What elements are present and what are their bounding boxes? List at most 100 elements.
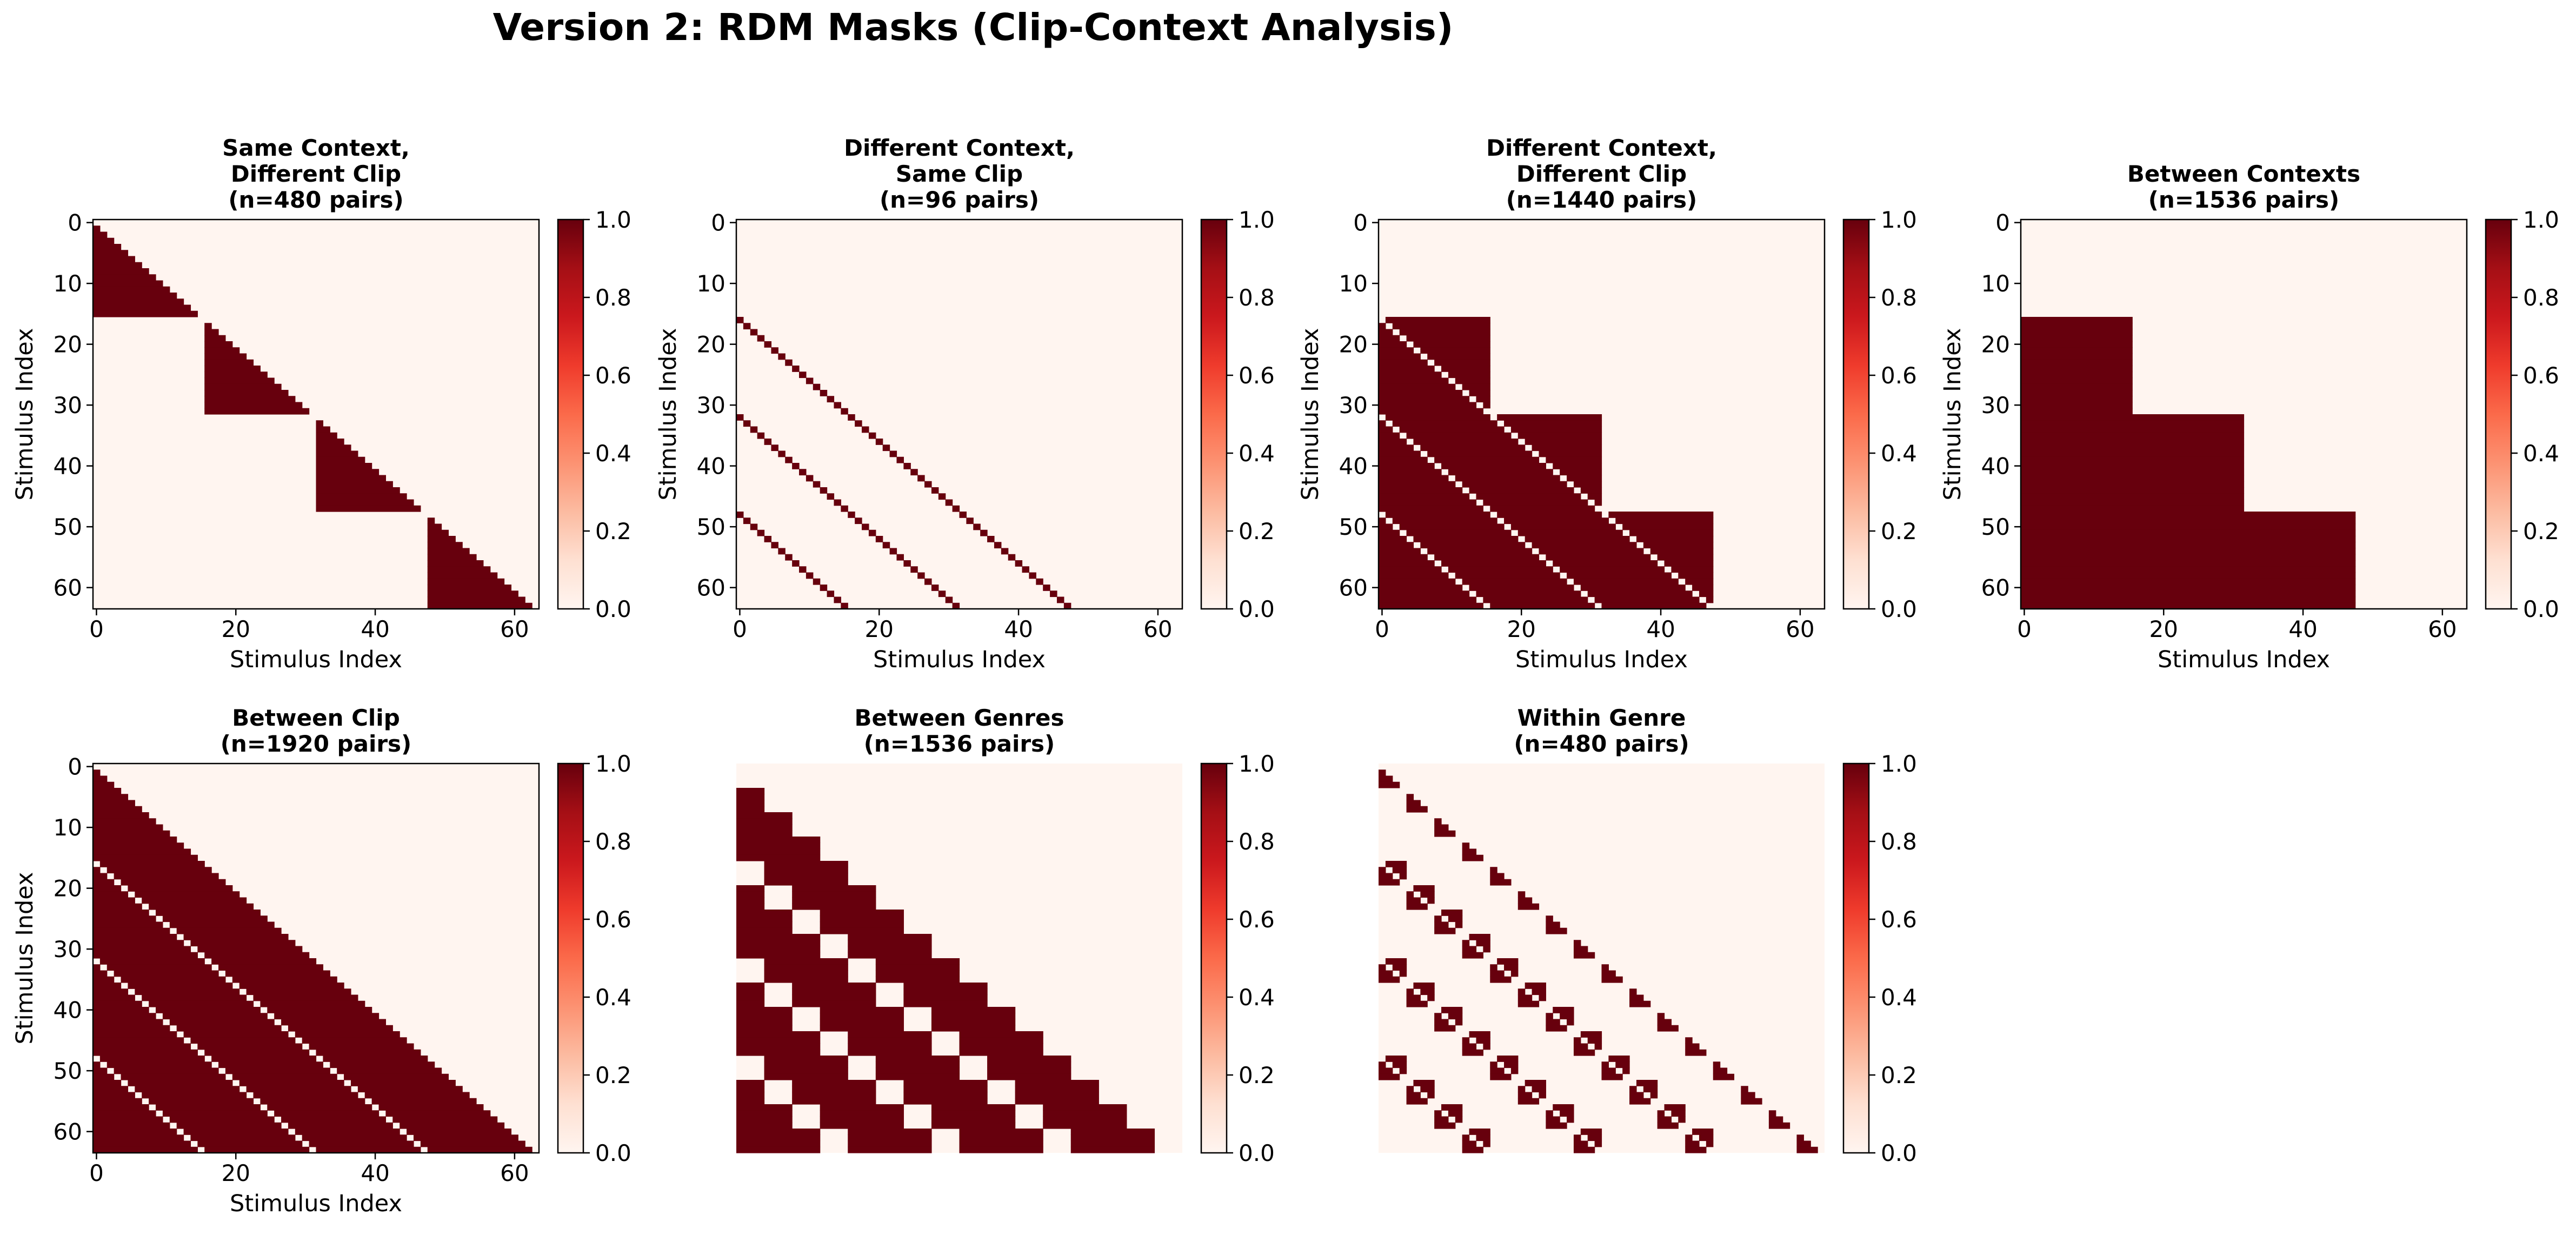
heatmap-cell [1546, 1019, 1560, 1026]
heatmap-cell [931, 1019, 1016, 1026]
y-tick-label: 0 [68, 754, 82, 780]
heatmap-cell [1050, 590, 1057, 598]
colorbar-tick-label: 1.0 [595, 751, 631, 777]
heatmap-cell [400, 1122, 505, 1129]
heatmap-cell [2021, 481, 2245, 488]
heatmap-cell [764, 958, 848, 965]
heatmap-cell [183, 1129, 289, 1135]
heatmap-cell [736, 1134, 821, 1142]
heatmap-cell [1553, 560, 1658, 567]
heatmap-cell [1420, 1086, 1435, 1093]
heatmap-cell [99, 1056, 205, 1062]
heatmap-cell [1490, 505, 1595, 512]
heatmap-cell [1713, 1067, 1728, 1074]
colorbar-tick-label: 0.4 [2523, 440, 2559, 467]
heatmap-cell [2021, 414, 2245, 421]
heatmap-cell [1560, 1013, 1574, 1020]
x-tick-label: 20 [865, 616, 894, 642]
heatmap-cell [1504, 1061, 1519, 1069]
heatmap-cell [1532, 988, 1546, 996]
heatmap-cell [841, 602, 848, 609]
heatmap-cell [1399, 329, 1490, 336]
heatmap-cell [1015, 560, 1023, 567]
heatmap-cell [1441, 1007, 1463, 1013]
heatmap-cell [1768, 1110, 1776, 1117]
heatmap-cell [1497, 958, 1519, 965]
heatmap-cell [938, 493, 946, 500]
heatmap-cell [1015, 1092, 1099, 1099]
heatmap-cell [128, 983, 233, 989]
heatmap-background [93, 220, 539, 609]
heatmap-cell [162, 1013, 268, 1020]
heatmap-cell [792, 463, 800, 469]
heatmap-cell [1379, 560, 1435, 567]
heatmap-cell [2021, 390, 2133, 396]
x-tick-label: 40 [361, 1160, 389, 1186]
heatmap-cell [204, 323, 212, 330]
heatmap-cell [1385, 414, 1490, 421]
heatmap-cell [736, 1025, 793, 1032]
heatmap-cell [875, 970, 960, 977]
heatmap-cell [93, 1086, 129, 1093]
heatmap-cell [93, 231, 108, 238]
heatmap-cell [827, 396, 835, 403]
heatmap-cell [1741, 1086, 1748, 1093]
heatmap-cell [1706, 1140, 1714, 1147]
heatmap-cell [1406, 432, 1512, 439]
heatmap-cell [1664, 1104, 1686, 1111]
heatmap-cell [93, 854, 198, 861]
heatmap-cell [848, 1129, 932, 1135]
heatmap-cell [1517, 529, 1623, 536]
heatmap-cell [1490, 867, 1497, 874]
y-tick-label: 0 [1353, 210, 1368, 236]
y-axis-label: Stimulus Index [11, 328, 38, 501]
heatmap-cell [93, 837, 177, 843]
heatmap-cell [1699, 590, 1714, 598]
heatmap-cell [1796, 1146, 1818, 1153]
heatmap-cell [1560, 1110, 1574, 1117]
heatmap-cell [1379, 578, 1456, 585]
heatmap-cell [93, 1025, 170, 1032]
heatmap-cell [316, 456, 365, 463]
colorbar-tick-label: 0.8 [1239, 284, 1275, 311]
heatmap-cell [848, 1037, 932, 1044]
heatmap-cell [1379, 554, 1428, 561]
heatmap-cell [1469, 390, 1490, 396]
heatmap-cell [1399, 523, 1505, 530]
heatmap-cell [736, 1037, 821, 1044]
heatmap-cell [1379, 341, 1407, 348]
x-tick-label: 60 [500, 1160, 529, 1186]
heatmap-cell [1379, 444, 1414, 452]
heatmap-cell [316, 493, 407, 500]
heatmap-cell [1462, 946, 1477, 953]
colorbar-tick-label: 0.6 [2523, 362, 2559, 389]
heatmap-cell [736, 317, 744, 323]
heatmap-cell [1379, 1073, 1400, 1080]
y-axis-label: Stimulus Index [1939, 328, 1966, 501]
heatmap-cell [917, 475, 925, 482]
heatmap-cell [93, 1000, 142, 1007]
heatmap-cell [204, 366, 261, 372]
heatmap-cell [1406, 994, 1421, 1001]
heatmap-cell [1539, 548, 1644, 555]
heatmap-cell [931, 1116, 1016, 1123]
heatmap-cell [288, 1122, 393, 1129]
heatmap-cell [952, 505, 960, 512]
heatmap-cell [93, 310, 198, 317]
heatmap-cell [1657, 1122, 1679, 1129]
heatmap-cell [1483, 1043, 1490, 1050]
heatmap-cell [1532, 1086, 1546, 1093]
heatmap-cell [813, 383, 821, 390]
heatmap-cell [848, 1134, 932, 1142]
heatmap-cell [2021, 377, 2133, 384]
y-tick-label: 10 [1339, 270, 1368, 297]
heatmap-cell [736, 854, 821, 861]
heatmap-cell [1657, 554, 1714, 561]
heatmap-cell [1462, 1140, 1477, 1147]
heatmap-cell [903, 463, 911, 469]
heatmap-cell [1434, 915, 1442, 923]
heatmap-cell [1379, 572, 1449, 579]
heatmap-cell [980, 529, 988, 536]
heatmap-cell [427, 572, 498, 579]
heatmap-cell [792, 885, 876, 892]
